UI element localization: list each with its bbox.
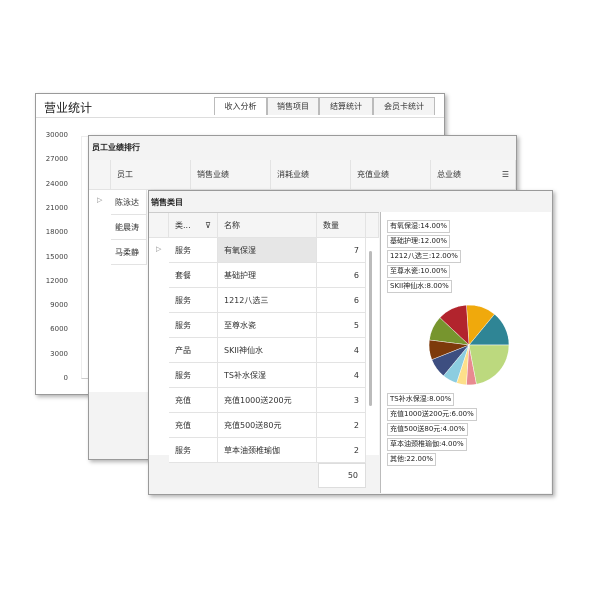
table-cell[interactable]: 至尊水瓷 bbox=[218, 313, 317, 338]
y-tick: 27000 bbox=[45, 155, 68, 164]
col-consume[interactable]: 消耗业绩 bbox=[271, 160, 351, 190]
table-cell[interactable]: 充值 bbox=[169, 388, 218, 413]
col-type[interactable]: 类... ⊽ bbox=[169, 213, 218, 238]
table-cell[interactable]: 有氧保湿 bbox=[218, 238, 317, 263]
sales-category-window: 销售类目 类... ⊽ 名称 数量 服务 有氧保湿 7 ▷ 套餐 基础护理 6 服务 1212八选… bbox=[148, 190, 553, 495]
tab-sales[interactable]: 销售项目 bbox=[267, 97, 319, 115]
y-tick: 18000 bbox=[45, 228, 68, 237]
header-spacer bbox=[366, 213, 379, 238]
col-name[interactable]: 名称 bbox=[218, 213, 317, 238]
row-header bbox=[149, 213, 169, 238]
pie-label: 基础护理:12.00% bbox=[387, 235, 451, 248]
title-divider bbox=[36, 117, 444, 118]
staff-row[interactable]: 能晨涛 bbox=[111, 215, 147, 240]
pie-label: 1212八选三:12.00% bbox=[387, 250, 461, 263]
tab-settlement[interactable]: 结算统计 bbox=[319, 97, 373, 115]
table-cell[interactable]: 充值 bbox=[169, 413, 218, 438]
y-tick: 6000 bbox=[50, 325, 68, 334]
table-cell[interactable]: 6 bbox=[317, 263, 366, 288]
table-cell[interactable]: 5 bbox=[317, 313, 366, 338]
row-pointer-icon: ▷ bbox=[156, 245, 162, 253]
row-header bbox=[89, 160, 111, 190]
row-pointer-icon: ▷ bbox=[97, 196, 103, 204]
table-cell[interactable]: 2 bbox=[317, 438, 366, 463]
col-total[interactable]: 总业绩 ☰ bbox=[431, 160, 516, 190]
revenue-tabs: 收入分析 销售项目 结算统计 会员卡统计 bbox=[214, 97, 435, 115]
table-cell[interactable]: 2 bbox=[317, 413, 366, 438]
table-cell[interactable]: 套餐 bbox=[169, 263, 218, 288]
pie-label: 草本油颈椎瑜伽:4.00% bbox=[387, 438, 467, 451]
y-tick: 0 bbox=[63, 374, 68, 382]
table-cell[interactable]: 产品 bbox=[169, 338, 218, 363]
table-cell[interactable]: 4 bbox=[317, 363, 366, 388]
table-cell[interactable]: 3 bbox=[317, 388, 366, 413]
pie-slice[interactable] bbox=[468, 344, 510, 385]
col-sales[interactable]: 销售业绩 bbox=[191, 160, 271, 190]
pie-label: SKII神仙水:8.00% bbox=[387, 280, 452, 293]
revenue-title: 营业统计 bbox=[44, 101, 93, 115]
pie-label: 至尊水瓷:10.00% bbox=[387, 265, 451, 278]
table-cell[interactable]: TS补水保湿 bbox=[218, 363, 317, 388]
tab-member-card[interactable]: 会员卡统计 bbox=[373, 97, 435, 115]
staff-row[interactable]: 马柔静 bbox=[111, 240, 147, 265]
y-tick: 12000 bbox=[45, 276, 68, 285]
y-tick: 3000 bbox=[50, 349, 68, 358]
table-cell[interactable]: 服务 bbox=[169, 238, 218, 263]
table-cell[interactable]: 服务 bbox=[169, 438, 218, 463]
table-cell[interactable]: 7 bbox=[317, 238, 366, 263]
table-cell[interactable]: 充值500送80元 bbox=[218, 413, 317, 438]
y-tick: 21000 bbox=[45, 203, 68, 212]
y-tick: 9000 bbox=[50, 301, 68, 310]
col-qty[interactable]: 数量 bbox=[317, 213, 366, 238]
pie-label: 充值500送80元:4.00% bbox=[387, 423, 468, 436]
table-cell[interactable]: 4 bbox=[317, 338, 366, 363]
table-cell[interactable]: 服务 bbox=[169, 313, 218, 338]
table-cell[interactable]: 基础护理 bbox=[218, 263, 317, 288]
tab-income[interactable]: 收入分析 bbox=[214, 97, 267, 115]
pie-label: 有氧保湿:14.00% bbox=[387, 220, 451, 233]
table-cell[interactable]: SKII神仙水 bbox=[218, 338, 317, 363]
table-cell[interactable]: 服务 bbox=[169, 363, 218, 388]
table-cell[interactable]: 1212八选三 bbox=[218, 288, 317, 313]
table-cell[interactable]: 充值1000送200元 bbox=[218, 388, 317, 413]
pie-chart bbox=[428, 304, 510, 386]
filter-icon[interactable]: ☰ bbox=[501, 170, 509, 179]
total-quantity: 50 bbox=[318, 463, 366, 488]
pie-label: 其他:22.00% bbox=[387, 453, 437, 466]
col-recharge[interactable]: 充值业绩 bbox=[351, 160, 431, 190]
staff-title: 员工业绩排行 bbox=[92, 143, 140, 152]
pie-panel: 有氧保湿:14.00% 基础护理:12.00% 1212八选三:12.00% 至尊水瓷… bbox=[380, 212, 551, 493]
col-type-label: 类... bbox=[175, 221, 191, 230]
pie-label: TS补水保湿:8.00% bbox=[387, 393, 455, 406]
category-title: 销售类目 bbox=[151, 198, 183, 207]
table-cell[interactable]: 6 bbox=[317, 288, 366, 313]
filter-icon[interactable]: ⊽ bbox=[205, 221, 211, 230]
staff-row[interactable]: 陈泳达 bbox=[111, 190, 147, 215]
y-tick: 15000 bbox=[45, 252, 68, 261]
y-tick: 30000 bbox=[45, 131, 68, 139]
table-cell[interactable]: 服务 bbox=[169, 288, 218, 313]
table-cell[interactable]: 草本油颈椎瑜伽 bbox=[218, 438, 317, 463]
col-total-label: 总业绩 bbox=[437, 170, 461, 179]
col-staff[interactable]: 员工 bbox=[111, 160, 191, 190]
pie-label: 充值1000送200元:6.00% bbox=[387, 408, 477, 421]
y-tick: 24000 bbox=[45, 179, 68, 188]
scrollbar[interactable] bbox=[369, 251, 372, 406]
